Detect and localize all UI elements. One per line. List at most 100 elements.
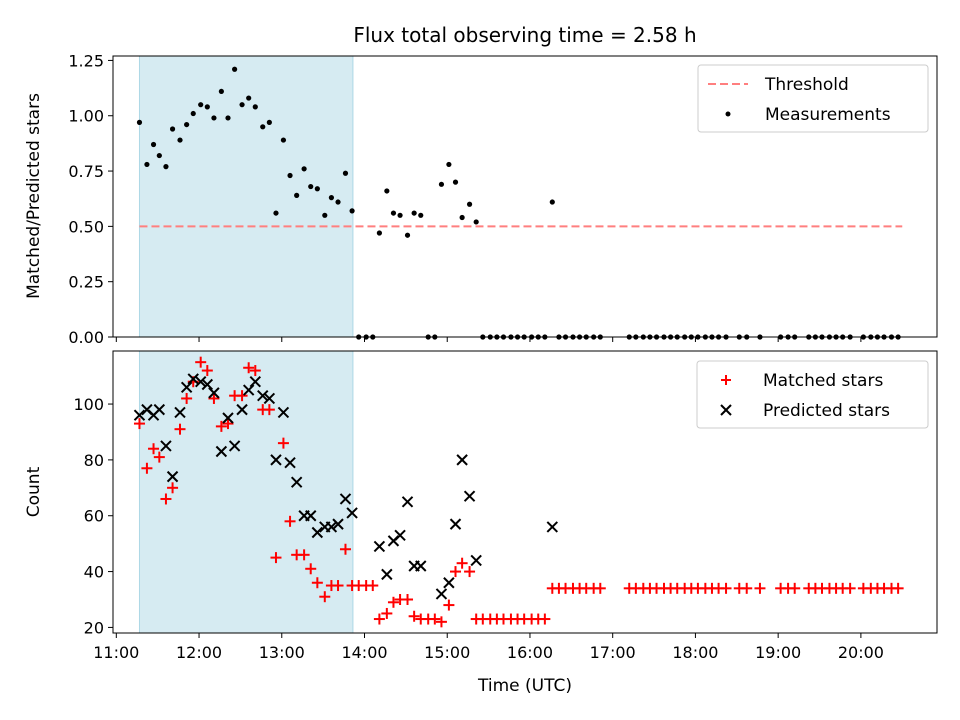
predicted-marker-b — [456, 454, 468, 466]
matched-star-point — [305, 563, 317, 575]
measurement-point — [466, 201, 473, 207]
predicted-marker-b — [394, 529, 406, 541]
x-tick-label: 18:00 — [672, 643, 718, 662]
measurement-point — [198, 102, 204, 108]
measurement-point — [218, 88, 224, 95]
predicted-marker-b — [187, 373, 199, 385]
measurement-point — [252, 104, 258, 110]
matched-star-point — [148, 443, 160, 455]
measurement-point — [342, 170, 349, 176]
x-tick-label: 11:00 — [93, 643, 139, 662]
predicted-star-point — [263, 392, 276, 405]
matched-star-point — [298, 549, 310, 561]
matched-star-point — [450, 566, 462, 578]
measurement-point — [246, 95, 252, 101]
predicted-star-point — [222, 412, 234, 424]
predicted-marker-b — [332, 518, 344, 530]
predicted-marker-b — [215, 445, 228, 458]
measurement-point — [418, 212, 424, 218]
measurement-point — [438, 181, 445, 187]
predicted-marker-b — [133, 409, 146, 421]
measurement-point — [376, 230, 382, 236]
predicted-marker-b — [270, 454, 282, 466]
legend-threshold-label: Threshold — [764, 75, 849, 95]
flux-ratio-panel: 0.00 0.25 0.50 0.75 1.00 1.25 Flux total obse… — [24, 23, 938, 347]
measurement-point — [144, 161, 150, 168]
matched-star-point — [844, 582, 856, 594]
measurement-point — [266, 119, 272, 125]
measurement-point — [301, 166, 307, 172]
predicted-marker-b — [443, 577, 455, 589]
matched-star-point — [311, 577, 323, 589]
predicted-marker-b — [325, 521, 338, 533]
predicted-marker-b — [194, 376, 207, 388]
predicted-star-point — [394, 529, 406, 541]
top-axes-frame — [112, 55, 938, 338]
predicted-star-point — [332, 518, 344, 530]
measurement-point — [473, 219, 479, 225]
matched-star-point — [408, 610, 420, 622]
predicted-marker-b — [373, 540, 386, 553]
matched-star-point — [429, 613, 441, 625]
measurement-point — [404, 232, 411, 238]
measurement-point — [190, 110, 196, 117]
measurement-point — [136, 119, 143, 125]
matched-star-point — [153, 451, 165, 463]
predicted-star-point — [236, 403, 248, 416]
matched-star-point — [167, 482, 179, 494]
predicted-star-point — [160, 440, 172, 452]
predicted-marker-b — [339, 493, 352, 505]
predicted-star-point — [290, 476, 303, 488]
x-tick-label: 13:00 — [259, 643, 305, 662]
matched-star-point — [133, 418, 145, 430]
predicted-star-point — [194, 376, 207, 388]
measurement-point — [156, 152, 162, 159]
predicted-marker-b — [160, 440, 172, 452]
predicted-star-point — [401, 496, 414, 508]
predicted-marker-b — [228, 440, 241, 452]
predicted-star-point — [373, 540, 386, 553]
predicted-star-point — [305, 510, 317, 522]
matched-star-point — [443, 599, 455, 611]
x-tick-label: 14:00 — [341, 643, 387, 662]
predicted-marker-b — [277, 406, 290, 419]
matched-star-point — [319, 591, 331, 603]
measurement-point — [384, 188, 390, 194]
matched-star-point — [741, 582, 753, 594]
matched-star-point — [464, 566, 476, 578]
predicted-marker-b — [174, 406, 186, 419]
predicted-marker-b — [381, 568, 393, 581]
predicted-marker-b — [284, 456, 296, 469]
predicted-marker-b — [166, 470, 179, 483]
predicted-marker-b — [470, 554, 482, 567]
matched-star-point — [720, 582, 732, 594]
top-y-ticks: 0.00 0.25 0.50 0.75 1.00 1.25 — [68, 51, 113, 347]
x-tick-label: 17:00 — [590, 643, 636, 662]
measurement-point — [328, 195, 335, 201]
predicted-star-point — [449, 518, 462, 530]
measurement-point — [314, 186, 320, 192]
legend-matched-label: Matched stars — [763, 371, 883, 391]
matched-star-point — [332, 580, 344, 592]
predicted-star-point — [325, 521, 338, 533]
predicted-star-point — [257, 389, 269, 402]
matched-star-point — [435, 616, 447, 628]
measurement-point — [169, 126, 176, 132]
measurement-point — [287, 172, 293, 179]
predicted-marker-b — [208, 387, 220, 399]
predicted-star-point — [381, 568, 393, 581]
predicted-marker-b — [290, 476, 303, 488]
x-tick-label: 19:00 — [755, 643, 801, 662]
x-tick-label: 12:00 — [176, 643, 222, 662]
predicted-star-point — [153, 403, 166, 416]
predicted-star-point — [133, 409, 146, 421]
predicted-star-point — [456, 454, 468, 466]
matched-star-point — [201, 365, 213, 377]
star-count-panel: 20 40 60 80 100 11:00 12:00 13:00 14:00 15:00 16:… — [24, 350, 938, 696]
predicted-marker-b — [242, 384, 255, 396]
matched-star-point — [387, 596, 399, 608]
matched-star-point — [373, 613, 385, 625]
measurement-point — [446, 161, 452, 168]
measurement-point — [549, 199, 555, 205]
